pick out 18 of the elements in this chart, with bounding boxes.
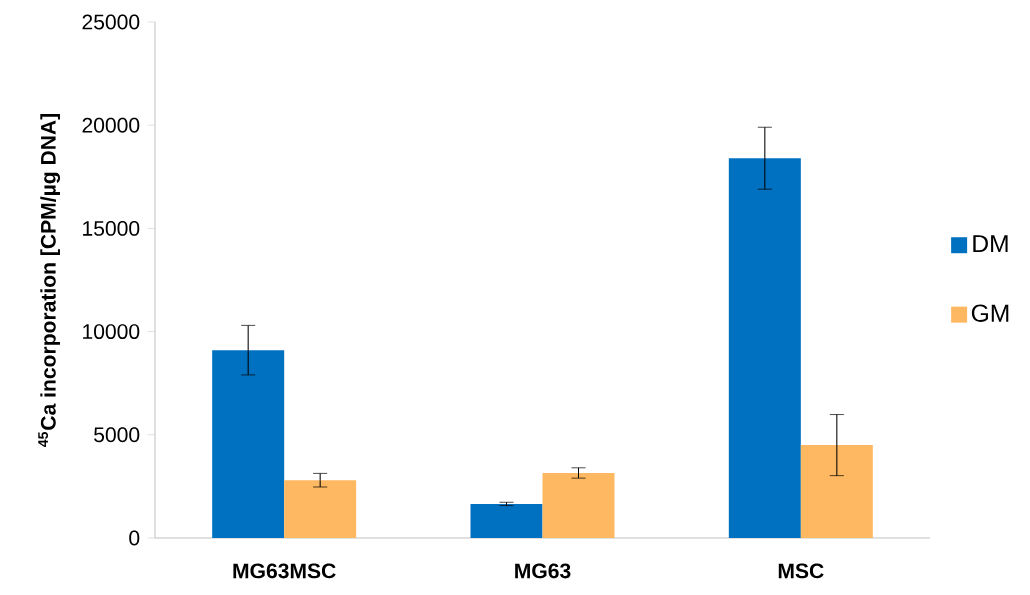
legend-label: GM [971, 304, 1009, 322]
bar [212, 350, 285, 538]
bar [284, 480, 357, 538]
y-tick-label: 10000 [83, 324, 140, 340]
y-axis-title: $^{45}$Ca incorporation [CPM/µg DNA] [38, 113, 61, 447]
bar [800, 445, 873, 538]
x-tick-label: MG63 [515, 563, 571, 579]
y-tick-label: 0 [129, 530, 140, 546]
bar [728, 158, 801, 538]
bar [470, 503, 543, 538]
y-tick-label: 5000 [94, 427, 140, 443]
y-tick-label: 20000 [82, 117, 140, 133]
x-tick-label: MG63MSC [233, 563, 336, 579]
legend-label: DM [973, 235, 1008, 253]
bar [542, 472, 615, 538]
x-tick-label: MSC [778, 563, 824, 579]
y-tick-label: 25000 [82, 14, 140, 30]
y-tick-label: 15000 [83, 220, 140, 236]
